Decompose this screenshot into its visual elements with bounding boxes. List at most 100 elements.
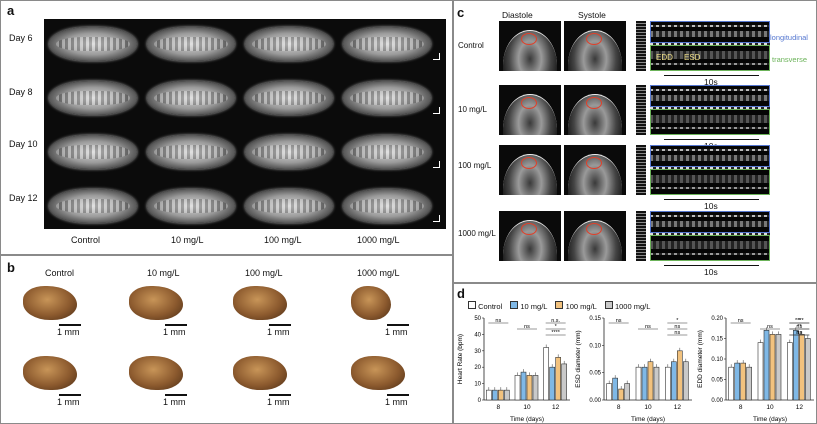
significance-label: **** bbox=[795, 318, 804, 324]
heart-rate-chart: 0 10 20 30 40 50 Heart Rate (bpm) 8 10 12 Time (da… bbox=[457, 316, 570, 423]
bar-10-mg-l bbox=[549, 366, 555, 401]
bar-control bbox=[486, 389, 492, 401]
x-axis-label: Time (days) bbox=[510, 416, 544, 423]
y-tick-label: 0.15 bbox=[589, 316, 601, 322]
bar-100-mg-l bbox=[740, 362, 746, 401]
x-tick-label: 10 bbox=[523, 404, 531, 411]
y-tick-label: 10 bbox=[474, 382, 481, 388]
bar-control bbox=[606, 383, 612, 401]
bar-10-mg-l bbox=[520, 371, 527, 401]
legend-item-10: 10 mg/L bbox=[510, 301, 547, 311]
significance-label: ns bbox=[796, 324, 802, 330]
y-axis-label: Heart Rate (bpm) bbox=[457, 334, 464, 384]
bar-100-mg-l bbox=[647, 361, 654, 401]
embryo-image-r1-c1 bbox=[147, 81, 235, 115]
m-mode-band bbox=[650, 149, 770, 151]
m-mode-band bbox=[650, 43, 770, 45]
scale-mark bbox=[433, 161, 440, 168]
legend-item-1000: 1000 mg/L bbox=[604, 301, 650, 311]
y-tick-label: 0.05 bbox=[589, 371, 601, 377]
row-label-day6: Day 6 bbox=[9, 33, 33, 43]
bar-1000-mg-l bbox=[775, 334, 782, 401]
x-tick-label: 12 bbox=[674, 404, 682, 411]
scale-mark bbox=[433, 215, 440, 222]
larva-photo-r1-c1 bbox=[129, 356, 183, 390]
significance-label: * bbox=[555, 324, 558, 330]
y-tick-label: 50 bbox=[474, 316, 481, 322]
legend-text-control: Control bbox=[478, 302, 503, 311]
bar-control bbox=[728, 366, 734, 401]
longitudinal-label: longitudinal bbox=[770, 33, 808, 42]
row-label-day12: Day 12 bbox=[9, 193, 38, 203]
x-tick-label: 10 bbox=[644, 404, 652, 411]
bar-10-mg-l bbox=[734, 362, 740, 401]
larva-photo-r0-c2 bbox=[233, 286, 287, 320]
significance-label: ns bbox=[796, 330, 802, 336]
embryo-image-r1-c0 bbox=[49, 81, 137, 115]
panel-a-label: a bbox=[7, 3, 15, 18]
scale-mark bbox=[433, 53, 440, 60]
longitudinal-box bbox=[650, 85, 770, 107]
transverse-box bbox=[650, 169, 770, 195]
systole-label: Systole bbox=[578, 10, 606, 20]
embryo-image-r2-c2 bbox=[245, 135, 333, 169]
bar-1000-mg-l bbox=[561, 363, 567, 401]
c-row-100: 100 mg/L bbox=[458, 161, 492, 170]
longitudinal-box bbox=[650, 145, 770, 167]
m-mode-band bbox=[650, 233, 770, 235]
y-axis-label: EDD diameter (mm) bbox=[697, 330, 704, 388]
x-axis-label: Time (days) bbox=[753, 416, 787, 423]
time-scale-label: 10s bbox=[704, 267, 718, 277]
m-mode-band bbox=[650, 221, 770, 227]
significance-label: ** bbox=[797, 324, 802, 330]
y-tick-label: 0 bbox=[478, 398, 482, 404]
ultrasound-systole-r2 bbox=[564, 145, 626, 195]
esd-label: ESD bbox=[684, 53, 701, 62]
heart-region-ring bbox=[586, 33, 602, 45]
m-mode-band bbox=[650, 95, 770, 101]
significance-label: **** bbox=[551, 330, 560, 336]
bar-10-mg-l bbox=[793, 329, 799, 401]
y-tick-label: 0.10 bbox=[711, 357, 723, 363]
time-scale-line bbox=[664, 265, 759, 266]
transverse-label: transverse bbox=[772, 55, 808, 64]
y-tick-label: 0.15 bbox=[711, 337, 723, 343]
heart-region-ring bbox=[521, 223, 537, 235]
transverse-box bbox=[650, 235, 770, 261]
legend-item-control: Control bbox=[468, 301, 502, 311]
y-tick-label: 0.10 bbox=[589, 343, 601, 349]
y-axis-label: ESD diameter (mm) bbox=[575, 330, 582, 387]
embryo-image-r3-c1 bbox=[147, 189, 235, 223]
time-scale-label: 10s bbox=[704, 77, 718, 87]
significance-label: ns bbox=[645, 324, 651, 330]
diastole-label: Diastole bbox=[502, 10, 533, 20]
m-mode-band bbox=[650, 175, 770, 183]
b-col-1000: 1000 mg/L bbox=[357, 268, 400, 278]
significance-label: ns bbox=[738, 318, 744, 324]
ultrasound-strip bbox=[636, 211, 646, 261]
m-mode-band bbox=[650, 63, 770, 65]
panel-c: c Diastole Systole Control 10 mg/L 100 m… bbox=[453, 0, 817, 283]
significance-label: ns bbox=[524, 324, 530, 330]
embryo-image-r1-c3 bbox=[343, 81, 431, 115]
m-mode-band bbox=[650, 107, 770, 109]
scale-bar bbox=[165, 324, 187, 326]
m-mode-trace-r2 bbox=[650, 145, 770, 195]
longitudinal-box bbox=[650, 211, 770, 233]
transverse-box bbox=[650, 45, 770, 71]
col-label-1000: 1000 mg/L bbox=[357, 235, 400, 245]
bar-control bbox=[635, 366, 642, 401]
edd-label: EDD bbox=[656, 53, 673, 62]
m-mode-band bbox=[650, 31, 770, 37]
significance-label: ns bbox=[674, 330, 680, 336]
b-col-100: 100 mg/L bbox=[245, 268, 283, 278]
c-row-control: Control bbox=[458, 41, 484, 50]
bar-control bbox=[787, 342, 793, 401]
bar-1000-mg-l bbox=[532, 375, 539, 401]
panel-d: d Control 10 mg/L 100 mg/L 1000 mg/L 0 10… bbox=[453, 283, 817, 424]
row-label-day8: Day 8 bbox=[9, 87, 33, 97]
bar-10-mg-l bbox=[671, 361, 677, 401]
m-mode-band bbox=[650, 25, 770, 27]
y-tick-label: 40 bbox=[474, 332, 481, 338]
panel-a: a Day 6 Day 8 Day 10 Day 12 Control 10 m… bbox=[0, 0, 453, 255]
